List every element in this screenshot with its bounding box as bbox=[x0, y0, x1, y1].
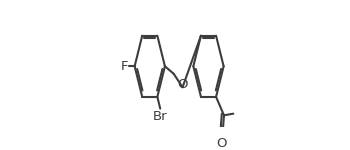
Text: O: O bbox=[216, 137, 227, 150]
Text: Br: Br bbox=[153, 110, 168, 123]
Text: O: O bbox=[177, 78, 188, 91]
Text: F: F bbox=[121, 60, 128, 73]
